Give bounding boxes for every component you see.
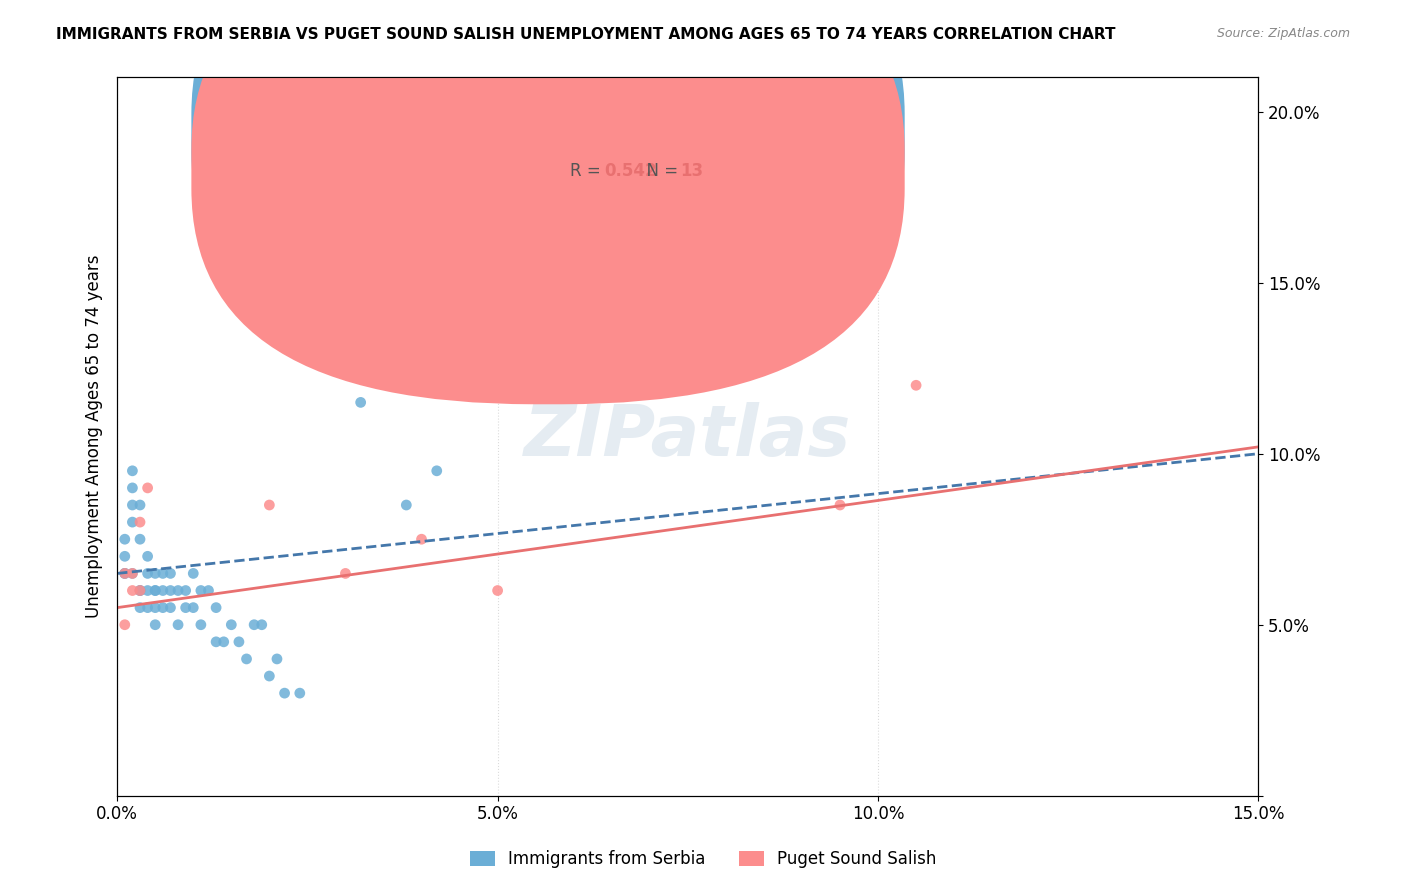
Point bbox=[121, 566, 143, 581]
Point bbox=[181, 566, 204, 581]
Point bbox=[143, 617, 166, 632]
Y-axis label: Unemployment Among Ages 65 to 74 years: Unemployment Among Ages 65 to 74 years bbox=[86, 255, 103, 618]
Point bbox=[136, 549, 159, 564]
Text: 0.542: 0.542 bbox=[605, 161, 657, 180]
Point bbox=[212, 635, 235, 649]
Point bbox=[326, 259, 349, 273]
Point bbox=[190, 617, 212, 632]
Text: Source: ZipAtlas.com: Source: ZipAtlas.com bbox=[1216, 27, 1350, 40]
Point bbox=[259, 498, 281, 512]
Point bbox=[114, 566, 136, 581]
FancyBboxPatch shape bbox=[191, 0, 904, 368]
Point bbox=[167, 583, 190, 598]
Point bbox=[114, 617, 136, 632]
Point bbox=[143, 583, 166, 598]
Point bbox=[114, 566, 136, 581]
Point bbox=[228, 635, 250, 649]
Text: 57: 57 bbox=[681, 125, 703, 143]
Point bbox=[181, 600, 204, 615]
Point bbox=[426, 464, 449, 478]
Text: 0.158: 0.158 bbox=[605, 125, 657, 143]
Point bbox=[373, 326, 395, 341]
Text: 13: 13 bbox=[681, 161, 703, 180]
Point bbox=[159, 583, 181, 598]
Point bbox=[259, 669, 281, 683]
Point bbox=[350, 395, 373, 409]
Text: N =: N = bbox=[637, 125, 683, 143]
Point bbox=[221, 617, 243, 632]
Text: IMMIGRANTS FROM SERBIA VS PUGET SOUND SALISH UNEMPLOYMENT AMONG AGES 65 TO 74 YE: IMMIGRANTS FROM SERBIA VS PUGET SOUND SA… bbox=[56, 27, 1116, 42]
Point bbox=[197, 583, 219, 598]
FancyBboxPatch shape bbox=[191, 0, 904, 404]
Point bbox=[159, 600, 181, 615]
Point bbox=[273, 686, 295, 700]
Point bbox=[250, 617, 273, 632]
Point bbox=[297, 259, 319, 273]
Point bbox=[152, 566, 174, 581]
Point bbox=[136, 600, 159, 615]
Point bbox=[143, 566, 166, 581]
Point bbox=[129, 583, 152, 598]
Point bbox=[152, 600, 174, 615]
Point bbox=[136, 583, 159, 598]
Point bbox=[411, 533, 433, 547]
Legend: Immigrants from Serbia, Puget Sound Salish: Immigrants from Serbia, Puget Sound Sali… bbox=[463, 844, 943, 875]
Point bbox=[129, 583, 152, 598]
Text: N =: N = bbox=[637, 161, 683, 180]
Point bbox=[136, 566, 159, 581]
Point bbox=[129, 583, 152, 598]
Point bbox=[174, 583, 197, 598]
Point bbox=[311, 224, 333, 238]
Point bbox=[129, 600, 152, 615]
FancyBboxPatch shape bbox=[529, 116, 717, 201]
Point bbox=[121, 498, 143, 512]
Text: ZIPatlas: ZIPatlas bbox=[524, 402, 852, 471]
Point bbox=[129, 498, 152, 512]
Point bbox=[121, 464, 143, 478]
Point bbox=[121, 515, 143, 529]
Point bbox=[152, 583, 174, 598]
Text: R =: R = bbox=[571, 161, 606, 180]
Point bbox=[121, 566, 143, 581]
Point bbox=[205, 600, 228, 615]
Point bbox=[114, 549, 136, 564]
Point bbox=[190, 583, 212, 598]
Point bbox=[828, 498, 851, 512]
Point bbox=[159, 566, 181, 581]
Point bbox=[129, 533, 152, 547]
Point bbox=[129, 515, 152, 529]
Point bbox=[114, 566, 136, 581]
Point bbox=[143, 583, 166, 598]
Point bbox=[174, 600, 197, 615]
Point bbox=[114, 533, 136, 547]
Point bbox=[235, 652, 257, 666]
Text: R =: R = bbox=[571, 125, 606, 143]
Point bbox=[121, 481, 143, 495]
Point bbox=[205, 635, 228, 649]
Point bbox=[395, 498, 418, 512]
Point bbox=[905, 378, 928, 392]
Point bbox=[266, 652, 288, 666]
Point bbox=[136, 481, 159, 495]
Point bbox=[243, 617, 266, 632]
Point bbox=[167, 617, 190, 632]
Point bbox=[143, 600, 166, 615]
Point bbox=[486, 583, 509, 598]
Point bbox=[288, 686, 311, 700]
Point bbox=[121, 583, 143, 598]
Point bbox=[335, 566, 357, 581]
